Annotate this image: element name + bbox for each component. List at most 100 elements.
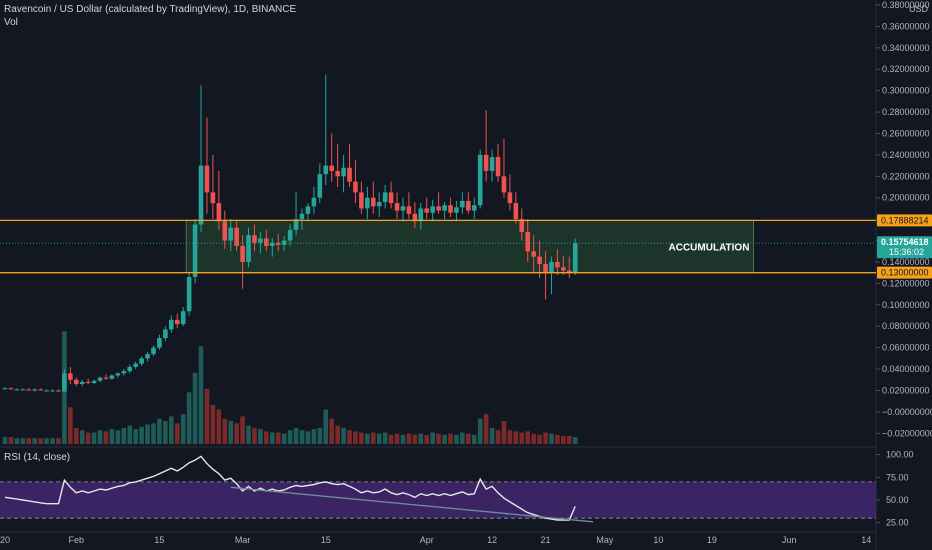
candle-body — [388, 192, 394, 204]
candle-body — [198, 165, 204, 225]
rsi-trend-line — [230, 486, 594, 523]
candle-body — [448, 205, 453, 213]
volume-bar — [370, 432, 376, 444]
volume-bar — [483, 414, 489, 444]
price-tick-label: 0.24000000 — [882, 150, 930, 160]
volume-bar — [555, 434, 560, 444]
candle-body — [477, 154, 483, 206]
volume-bar — [222, 418, 228, 444]
candle-body — [222, 221, 228, 241]
candle-body — [471, 205, 477, 211]
volume-bar — [210, 404, 216, 444]
candle-body — [157, 337, 162, 348]
volume-bar — [454, 434, 459, 444]
candle-body — [210, 192, 216, 204]
candle-body — [430, 206, 435, 213]
volume-bar — [192, 372, 198, 444]
zone-label: ACCUMULATION — [669, 243, 750, 254]
volume-bar — [26, 438, 32, 444]
price-tick-label: 0.30000000 — [882, 86, 930, 96]
candle-body — [376, 202, 382, 207]
volume-bar — [471, 434, 477, 444]
volume-bar — [365, 433, 370, 444]
volume-bar — [79, 430, 85, 444]
volume-bar — [32, 438, 37, 444]
volume-bar — [97, 430, 103, 444]
candle-body — [329, 165, 334, 171]
volume-bar — [204, 388, 210, 444]
volume-bar — [44, 438, 49, 444]
volume-bar — [151, 423, 156, 444]
price-tick-label: 0.10000000 — [882, 300, 930, 310]
candle-body — [353, 181, 358, 193]
candle-body — [293, 219, 299, 230]
candle-body — [299, 213, 305, 220]
volume-bar — [341, 427, 346, 444]
volume-bar — [109, 429, 115, 444]
currency-label: USD — [909, 4, 929, 14]
volume-bar — [50, 438, 55, 444]
volume-bar — [507, 430, 513, 444]
candle-body — [507, 192, 513, 204]
volume-bar — [246, 425, 251, 444]
volume-bar — [121, 427, 127, 444]
volume-bar — [448, 433, 453, 444]
candle-body — [394, 203, 400, 211]
volume-bar — [311, 429, 317, 444]
candle-body — [163, 329, 168, 338]
candle-body — [79, 381, 85, 385]
candle-body — [549, 261, 554, 273]
candle-body — [370, 197, 376, 207]
rsi-tick-label: 50.00 — [886, 495, 909, 505]
volume-bar — [567, 435, 572, 444]
chart-title: Ravencoin / US Dollar (calculated by Tra… — [4, 4, 297, 15]
date-tick-label: 19 — [707, 535, 717, 545]
price-tick-label: 0.14000000 — [882, 257, 930, 267]
price-tick-label: −0.02000000 — [882, 428, 932, 438]
volume-bar — [2, 437, 8, 444]
volume-bar — [127, 425, 133, 444]
volume-bar — [424, 434, 430, 444]
candle-body — [543, 264, 548, 273]
volume-bar — [436, 433, 441, 444]
last-price-tag — [877, 236, 932, 259]
volume-bar — [145, 424, 150, 444]
volume-bar — [198, 346, 204, 444]
candle-body — [62, 373, 67, 392]
candle-body — [85, 381, 91, 383]
volume-bar — [305, 431, 311, 444]
candle-body — [555, 261, 560, 268]
candle-body — [2, 388, 8, 390]
level-price-tag — [877, 266, 932, 279]
price-tick-label: 0.38000000 — [882, 0, 930, 10]
volume-bar — [252, 427, 257, 444]
volume-bar — [68, 407, 73, 444]
candle-body — [127, 366, 133, 372]
volume-bar — [489, 427, 495, 444]
candle-body — [91, 380, 97, 383]
level-price-text: 0.13000000 — [881, 268, 929, 278]
candle-body — [275, 242, 281, 245]
price-tick-label: 0.36000000 — [882, 21, 930, 31]
volume-bar — [228, 421, 234, 444]
rsi-tick-label: 100.00 — [886, 450, 914, 460]
candle-body — [281, 240, 287, 245]
volume-bar — [14, 438, 20, 444]
rsi-tick-label: 75.00 — [886, 472, 909, 482]
volume-bar — [335, 425, 340, 444]
candle-body — [145, 354, 150, 359]
price-tick-label: 0.28000000 — [882, 107, 930, 117]
volume-bar — [317, 427, 323, 444]
volume-bar — [157, 418, 162, 444]
candle-body — [317, 174, 323, 198]
volume-bar — [264, 431, 269, 444]
candle-body — [305, 206, 311, 214]
volume-bar — [169, 416, 174, 444]
candle-body — [567, 270, 572, 273]
candle-body — [323, 165, 329, 175]
last-price-text: 0.15754618 — [881, 237, 929, 247]
volume-bar — [406, 433, 412, 444]
price-tick-label: 0.12000000 — [882, 278, 930, 288]
volume-bar — [519, 432, 525, 444]
